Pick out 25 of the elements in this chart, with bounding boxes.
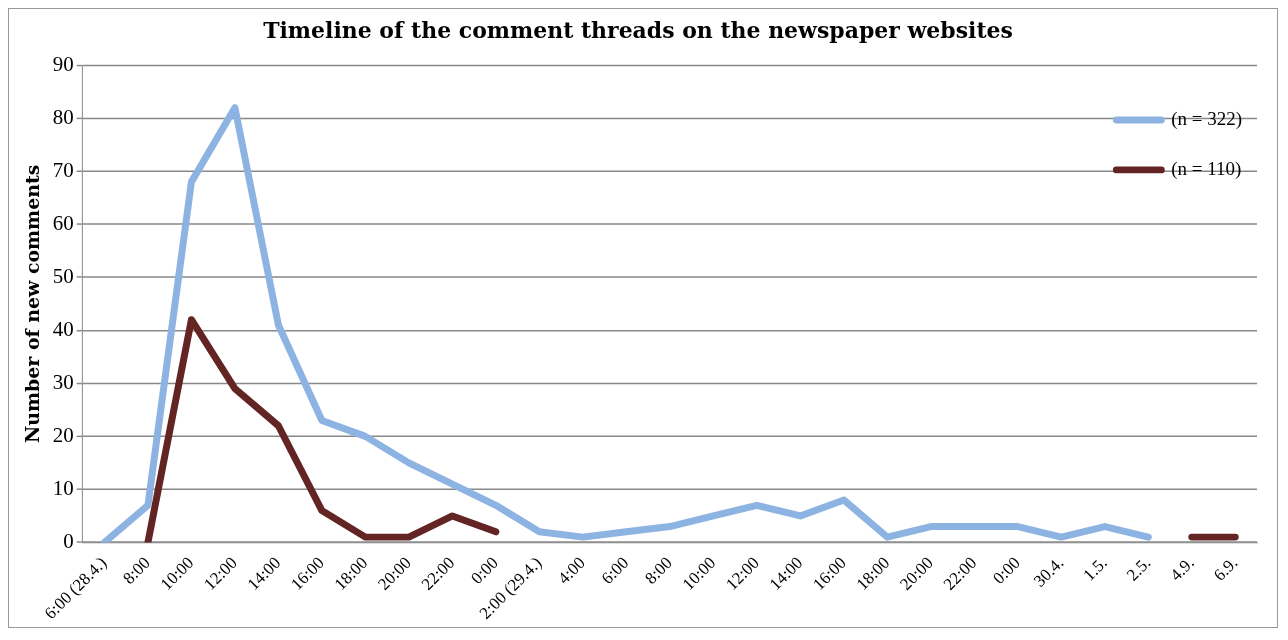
y-tick-label: 20 <box>52 422 74 447</box>
x-tick-label: 30.4. <box>1029 553 1068 591</box>
y-tick-label: 40 <box>52 316 74 341</box>
x-tick-label: 8:00 <box>641 553 676 588</box>
x-tick-label: 0:00 <box>467 553 502 588</box>
y-axis-title: Number of new comments <box>21 164 44 443</box>
y-tick-label: 10 <box>52 475 74 500</box>
x-tick-label: 2.5. <box>1122 553 1155 585</box>
x-tick-label: 0:00 <box>989 553 1024 588</box>
y-tick-label: 70 <box>52 157 74 182</box>
x-tick-label: 6:00 <box>597 553 633 588</box>
x-tick-label: 1.5. <box>1079 553 1111 585</box>
chart-title: Timeline of the comment threads on the newspaper websites <box>263 16 1013 43</box>
x-tick-label: 6.9. <box>1209 553 1242 585</box>
legend-label: (n = 322) <box>1171 108 1242 130</box>
y-tick-label: 0 <box>63 528 74 553</box>
x-tick-label: 4.9. <box>1166 553 1198 585</box>
y-tick-label: 80 <box>52 104 74 129</box>
x-tick-label: 8:00 <box>119 553 154 588</box>
y-tick-label: 90 <box>52 51 74 76</box>
y-tick-label: 30 <box>52 369 74 394</box>
x-tick-label: 4:00 <box>554 553 589 588</box>
y-tick-label: 60 <box>52 210 74 235</box>
legend-label: (n = 110) <box>1171 157 1242 180</box>
y-tick-label: 50 <box>52 263 74 288</box>
